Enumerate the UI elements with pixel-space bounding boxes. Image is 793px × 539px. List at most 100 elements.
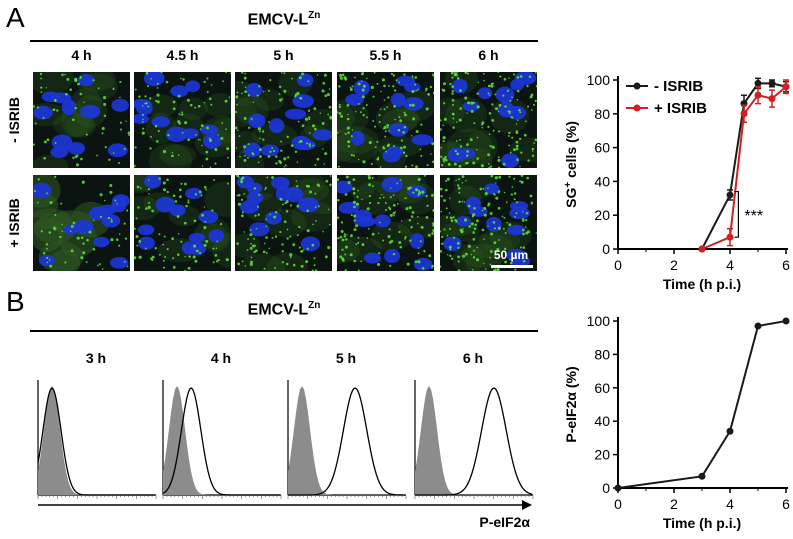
stress-granule: [273, 149, 276, 153]
stress-granule: [370, 85, 374, 90]
stress-granule: [290, 144, 294, 147]
stress-granule: [519, 111, 522, 114]
stress-granule: [515, 212, 518, 215]
stress-granule: [352, 200, 356, 204]
nucleus: [188, 232, 206, 244]
stress-granule: [374, 146, 377, 149]
stress-granule: [77, 82, 80, 86]
stress-granule: [432, 222, 434, 226]
stress-granule: [443, 82, 447, 86]
stress-granule: [455, 121, 458, 123]
stress-granule: [256, 205, 260, 208]
stress-granule: [480, 164, 484, 168]
stress-granule: [415, 89, 417, 92]
stress-granule: [327, 113, 330, 116]
data-point: [754, 79, 762, 87]
stress-granule: [125, 120, 127, 123]
stress-granule: [356, 195, 359, 198]
stress-granule: [114, 199, 117, 202]
stress-granule: [522, 217, 524, 220]
stress-granule: [220, 223, 223, 226]
micrograph-tile: [235, 72, 332, 168]
stress-granule: [196, 249, 199, 253]
stress-granule: [225, 72, 228, 74]
stress-granule: [193, 219, 197, 223]
stress-granule: [43, 157, 46, 160]
stress-granule: [415, 165, 418, 168]
stress-granule: [516, 76, 520, 79]
stress-granule: [37, 178, 40, 181]
stress-granule: [236, 129, 239, 132]
stress-granule: [235, 126, 238, 130]
stress-granule: [515, 131, 519, 134]
stress-granule: [294, 150, 298, 153]
stress-granule: [476, 92, 479, 96]
stress-granule: [280, 72, 283, 74]
stress-granule: [507, 135, 510, 137]
nucleus: [510, 78, 525, 91]
nucleus: [111, 196, 127, 213]
stress-granule: [370, 162, 373, 165]
stress-granule: [462, 254, 466, 258]
stress-granule: [376, 82, 379, 85]
stress-granule: [101, 126, 105, 131]
stress-granule: [286, 228, 289, 231]
stress-granule: [212, 261, 215, 264]
stress-granule: [461, 181, 464, 184]
stress-granule: [445, 207, 448, 210]
stress-granule: [428, 254, 432, 258]
stress-granule: [389, 264, 392, 267]
stress-granule: [448, 245, 452, 249]
stress-granule: [203, 186, 207, 189]
stress-granule: [411, 103, 415, 107]
stress-granule: [513, 73, 516, 76]
stress-granule: [317, 205, 320, 208]
stress-granule: [302, 249, 305, 251]
stress-granule: [440, 187, 443, 191]
stress-granule: [353, 228, 357, 232]
stress-granule: [396, 182, 399, 185]
stress-granule: [405, 154, 408, 158]
stress-granule: [402, 131, 405, 134]
stress-granule: [441, 164, 444, 167]
stress-granule: [502, 94, 505, 97]
stress-granule: [458, 191, 461, 194]
stress-granule: [250, 117, 253, 120]
stress-granule: [432, 92, 434, 95]
stress-granule: [409, 103, 412, 107]
stress-granule: [306, 209, 309, 212]
stress-granule: [240, 180, 244, 184]
stress-granule: [109, 190, 113, 194]
stress-granule: [296, 204, 300, 208]
legend-marker: [633, 82, 641, 90]
stress-granule: [497, 191, 500, 194]
stress-granule: [187, 199, 190, 202]
stress-granule: [519, 165, 521, 168]
stress-granule: [289, 256, 292, 258]
micrograph-image: [134, 72, 231, 168]
stress-granule: [403, 145, 407, 149]
stress-granule: [505, 201, 508, 204]
stress-granule: [225, 258, 229, 262]
stress-granule: [249, 246, 253, 250]
stress-granule: [243, 158, 247, 162]
intensity-axis-label: P-eIF2α: [479, 514, 530, 530]
stress-granule: [339, 235, 343, 239]
stress-granule: [427, 233, 431, 237]
stress-granule: [103, 102, 107, 106]
stress-granule: [184, 182, 187, 186]
stress-granule: [378, 252, 381, 255]
nucleus: [364, 252, 381, 264]
stress-granule: [488, 94, 491, 96]
stress-granule: [534, 138, 537, 142]
stress-granule: [411, 164, 414, 167]
stress-granule: [296, 234, 299, 237]
stress-granule: [177, 233, 180, 235]
stress-granule: [99, 193, 103, 197]
stress-granule: [298, 141, 300, 143]
nucleus: [497, 101, 515, 118]
stress-granule: [71, 118, 75, 122]
nucleus: [67, 142, 86, 155]
stress-granule: [417, 252, 420, 255]
stress-granule: [205, 188, 208, 191]
